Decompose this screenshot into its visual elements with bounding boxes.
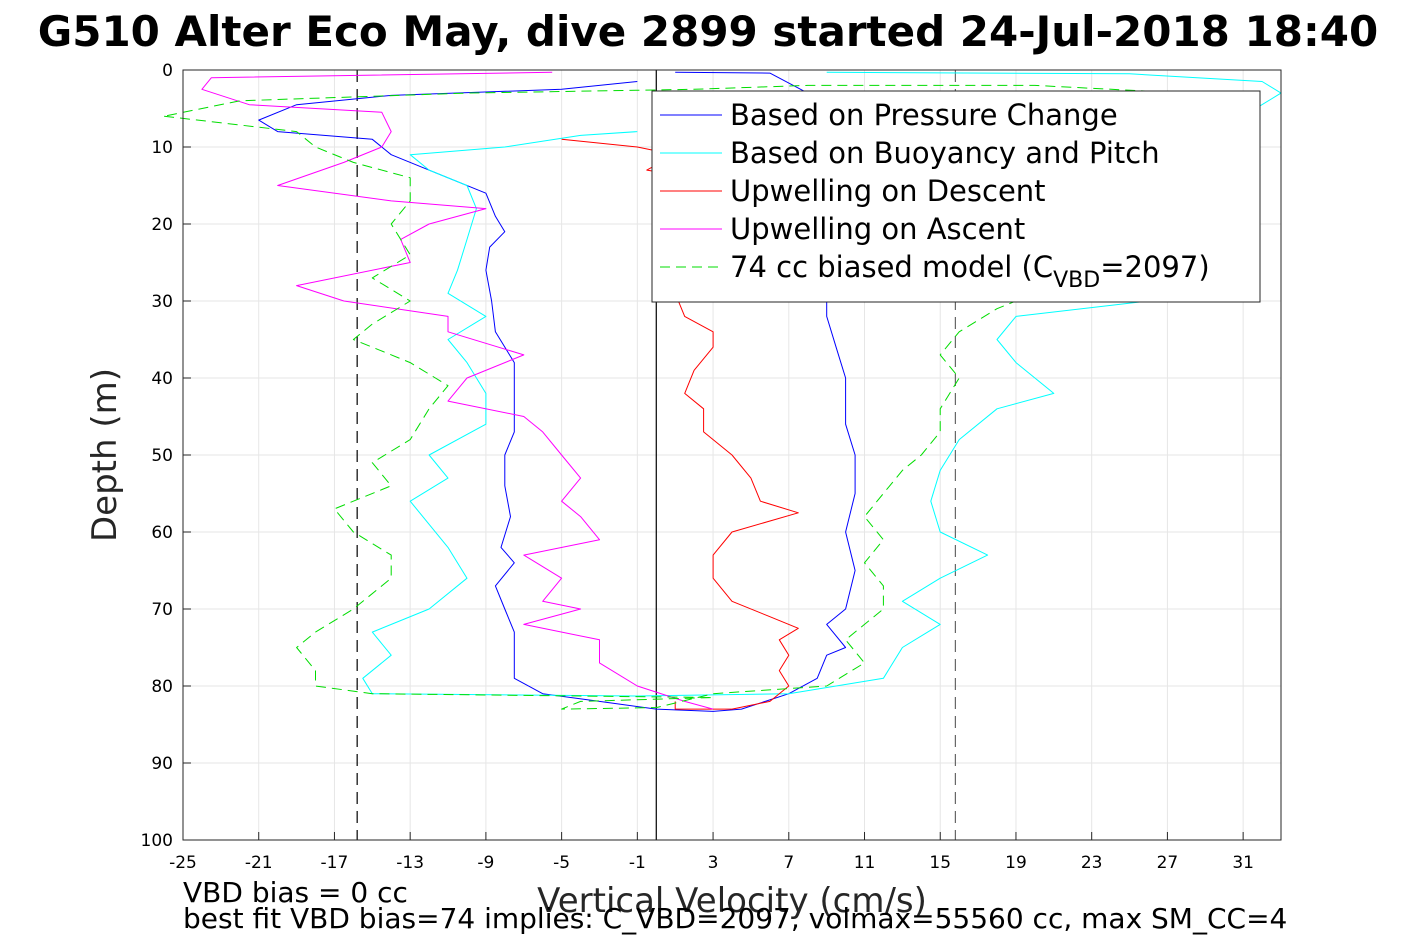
legend-label: 74 cc biased model (CVBD=2097): [730, 250, 1210, 293]
x-tick-label: 27: [1157, 853, 1179, 873]
x-tick-label: -5: [553, 853, 570, 873]
x-tick-label: -17: [321, 853, 349, 873]
y-tick-label: 80: [151, 677, 173, 697]
legend-label: Based on Pressure Change: [730, 98, 1118, 132]
series-line-upwelling-on-ascent: [201, 71, 714, 710]
x-tick-label: 3: [708, 853, 719, 873]
y-tick-label: 30: [151, 292, 173, 312]
x-tick-label: -1: [629, 853, 646, 873]
x-tick-label: 23: [1081, 853, 1103, 873]
y-axis-ticks: 0 10 20 30 40 50 60 70 80 90 100: [141, 61, 191, 851]
legend-label: Upwelling on Ascent: [730, 212, 1025, 246]
x-tick-label: 31: [1232, 853, 1254, 873]
chart-title: G510 Alter Eco May, dive 2899 started 24…: [38, 7, 1378, 56]
legend-label-suffix: =2097): [1100, 250, 1209, 284]
x-tick-label: 15: [929, 853, 951, 873]
y-tick-label: 40: [151, 369, 173, 389]
y-tick-label: 10: [151, 138, 173, 158]
y-tick-label: 90: [151, 754, 173, 774]
x-axis-label: Vertical Velocity (cm/s): [537, 881, 927, 921]
best-fit-note: best fit VBD bias=74 implies: C_VBD=2097…: [183, 902, 1287, 935]
legend-label-subscript: VBD: [1053, 268, 1100, 293]
legend-box: [651, 90, 1261, 303]
y-axis-label: Depth (m): [85, 368, 125, 542]
legend-label: Upwelling on Descent: [730, 174, 1046, 208]
legend-label-prefix: 74 cc biased model (C: [730, 250, 1053, 284]
x-tick-label: 11: [854, 853, 876, 873]
legend-label: Based on Buoyancy and Pitch: [730, 136, 1160, 170]
series-line-based-on-pressure-change: [258, 71, 856, 712]
legend: Based on Pressure Change Based on Buoyanc…: [651, 90, 1261, 303]
x-tick-label: -25: [169, 853, 197, 873]
vbd-bias-note: VBD bias = 0 cc: [183, 876, 408, 909]
y-tick-label: 100: [141, 831, 173, 851]
y-tick-label: 70: [151, 600, 173, 620]
x-tick-label: -13: [396, 853, 424, 873]
x-tick-label: -9: [477, 853, 494, 873]
x-tick-label: -21: [245, 853, 273, 873]
x-tick-label: 19: [1005, 853, 1027, 873]
series-line-74-cc-biased-model-c-vbd-2097: [164, 84, 1225, 710]
x-tick-label: 7: [783, 853, 794, 873]
y-tick-label: 50: [151, 446, 173, 466]
legend-items: Based on Pressure Change Based on Buoyanc…: [660, 98, 1210, 293]
y-tick-label: 60: [151, 523, 173, 543]
x-axis-ticks: -25 -21 -17 -13 -9 -5 -1 3 7 11 15 19 23 27 31: [169, 832, 1254, 873]
y-tick-label: 0: [162, 61, 173, 81]
y-tick-label: 20: [151, 215, 173, 235]
